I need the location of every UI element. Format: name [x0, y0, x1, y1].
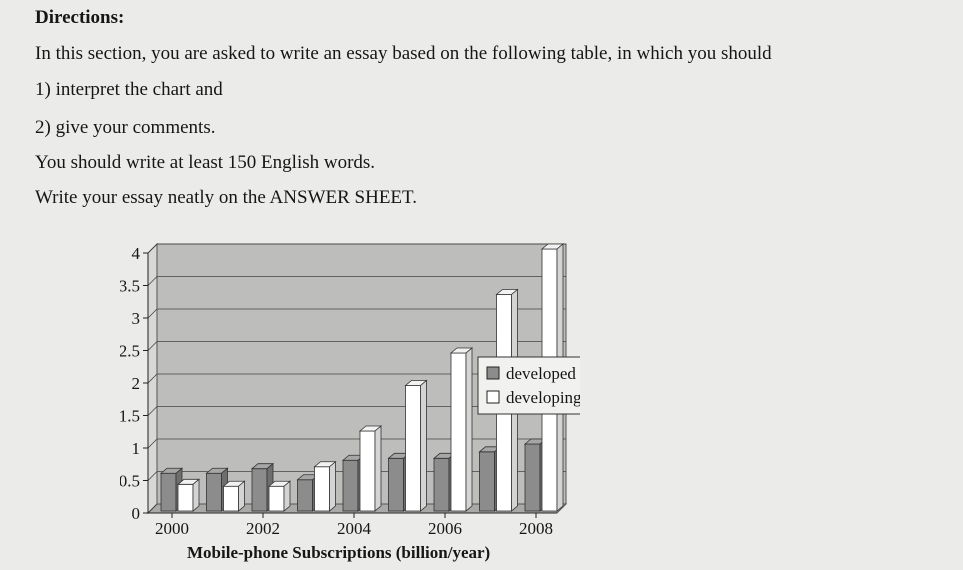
x-tick-label: 2002	[246, 519, 280, 535]
legend-label: developing countries	[506, 388, 580, 407]
bar-developing-side	[283, 480, 291, 512]
bar-developed	[479, 451, 495, 512]
bar-developed	[433, 457, 450, 512]
y-tick-label: 2	[132, 374, 141, 393]
directions-text: In this section, you are asked to write …	[35, 43, 772, 64]
bar-developing	[405, 385, 421, 512]
y-tick-label: 4	[132, 244, 141, 263]
y-tick-label: 2.5	[120, 342, 140, 361]
x-tick-label: 2000	[155, 519, 189, 535]
x-tick-label: 2004	[337, 519, 372, 535]
bar-developing-side	[420, 379, 427, 512]
y-tick-label: 1	[132, 439, 141, 458]
legend-swatch	[486, 366, 500, 380]
bar-developing-side	[465, 347, 473, 512]
bar-developed	[297, 479, 313, 512]
y-tick-label: 1.5	[120, 407, 140, 426]
legend-label: developed countries	[506, 364, 580, 383]
legend	[477, 356, 580, 415]
x-tick-label: 2006	[428, 519, 462, 535]
subscriptions-bar-chart: 0 0.5 1 1.5 2 2.5 3 3.5 4 2000 2002 2004 2006 2008 dev…	[120, 242, 580, 535]
bar-developing	[223, 485, 239, 512]
instruction-item-1: 1) interpret the chart and	[35, 79, 223, 100]
bar-developed	[342, 459, 359, 512]
instruction-item-2: 2) give your comments.	[35, 117, 216, 138]
gridline-side	[147, 471, 158, 481]
y-tick-label: 0	[132, 504, 141, 523]
gridline-side	[147, 406, 158, 416]
answer-sheet-instruction: Write your essay neatly on the ANSWER SH…	[35, 187, 417, 208]
bar-developed	[206, 472, 222, 512]
y-tick-label: 3.5	[120, 277, 140, 296]
bar-developing-side	[374, 425, 382, 512]
legend-swatch	[486, 390, 500, 404]
bar-developing	[314, 466, 330, 512]
gridline-side	[147, 373, 158, 384]
gridline-side	[147, 243, 158, 254]
gridline-side	[147, 308, 158, 319]
chart-caption: Mobile-phone Subscriptions (billion/year…	[187, 543, 491, 562]
bar-developing	[359, 430, 376, 512]
y-tick-label: 0.5	[120, 472, 140, 491]
gridline-side	[147, 276, 158, 286]
gridline-side	[147, 438, 158, 449]
gridline-side	[147, 341, 158, 351]
bar-developing	[450, 352, 467, 512]
bar-developed	[251, 468, 268, 512]
bar-developing-side	[238, 480, 245, 512]
bar-developing	[268, 485, 285, 512]
y-tick-label: 3	[132, 309, 141, 328]
gridline-side	[147, 503, 158, 514]
bar-developed	[524, 443, 541, 512]
bar-developed	[160, 472, 177, 512]
directions-heading: Directions:	[35, 7, 125, 28]
word-count-instruction: You should write at least 150 English wo…	[35, 152, 376, 173]
bar-developed	[388, 457, 404, 512]
bar-developing	[177, 483, 194, 512]
bar-developing-side	[192, 478, 200, 512]
bar-developing-side	[329, 460, 336, 512]
x-tick-label: 2008	[519, 519, 553, 535]
